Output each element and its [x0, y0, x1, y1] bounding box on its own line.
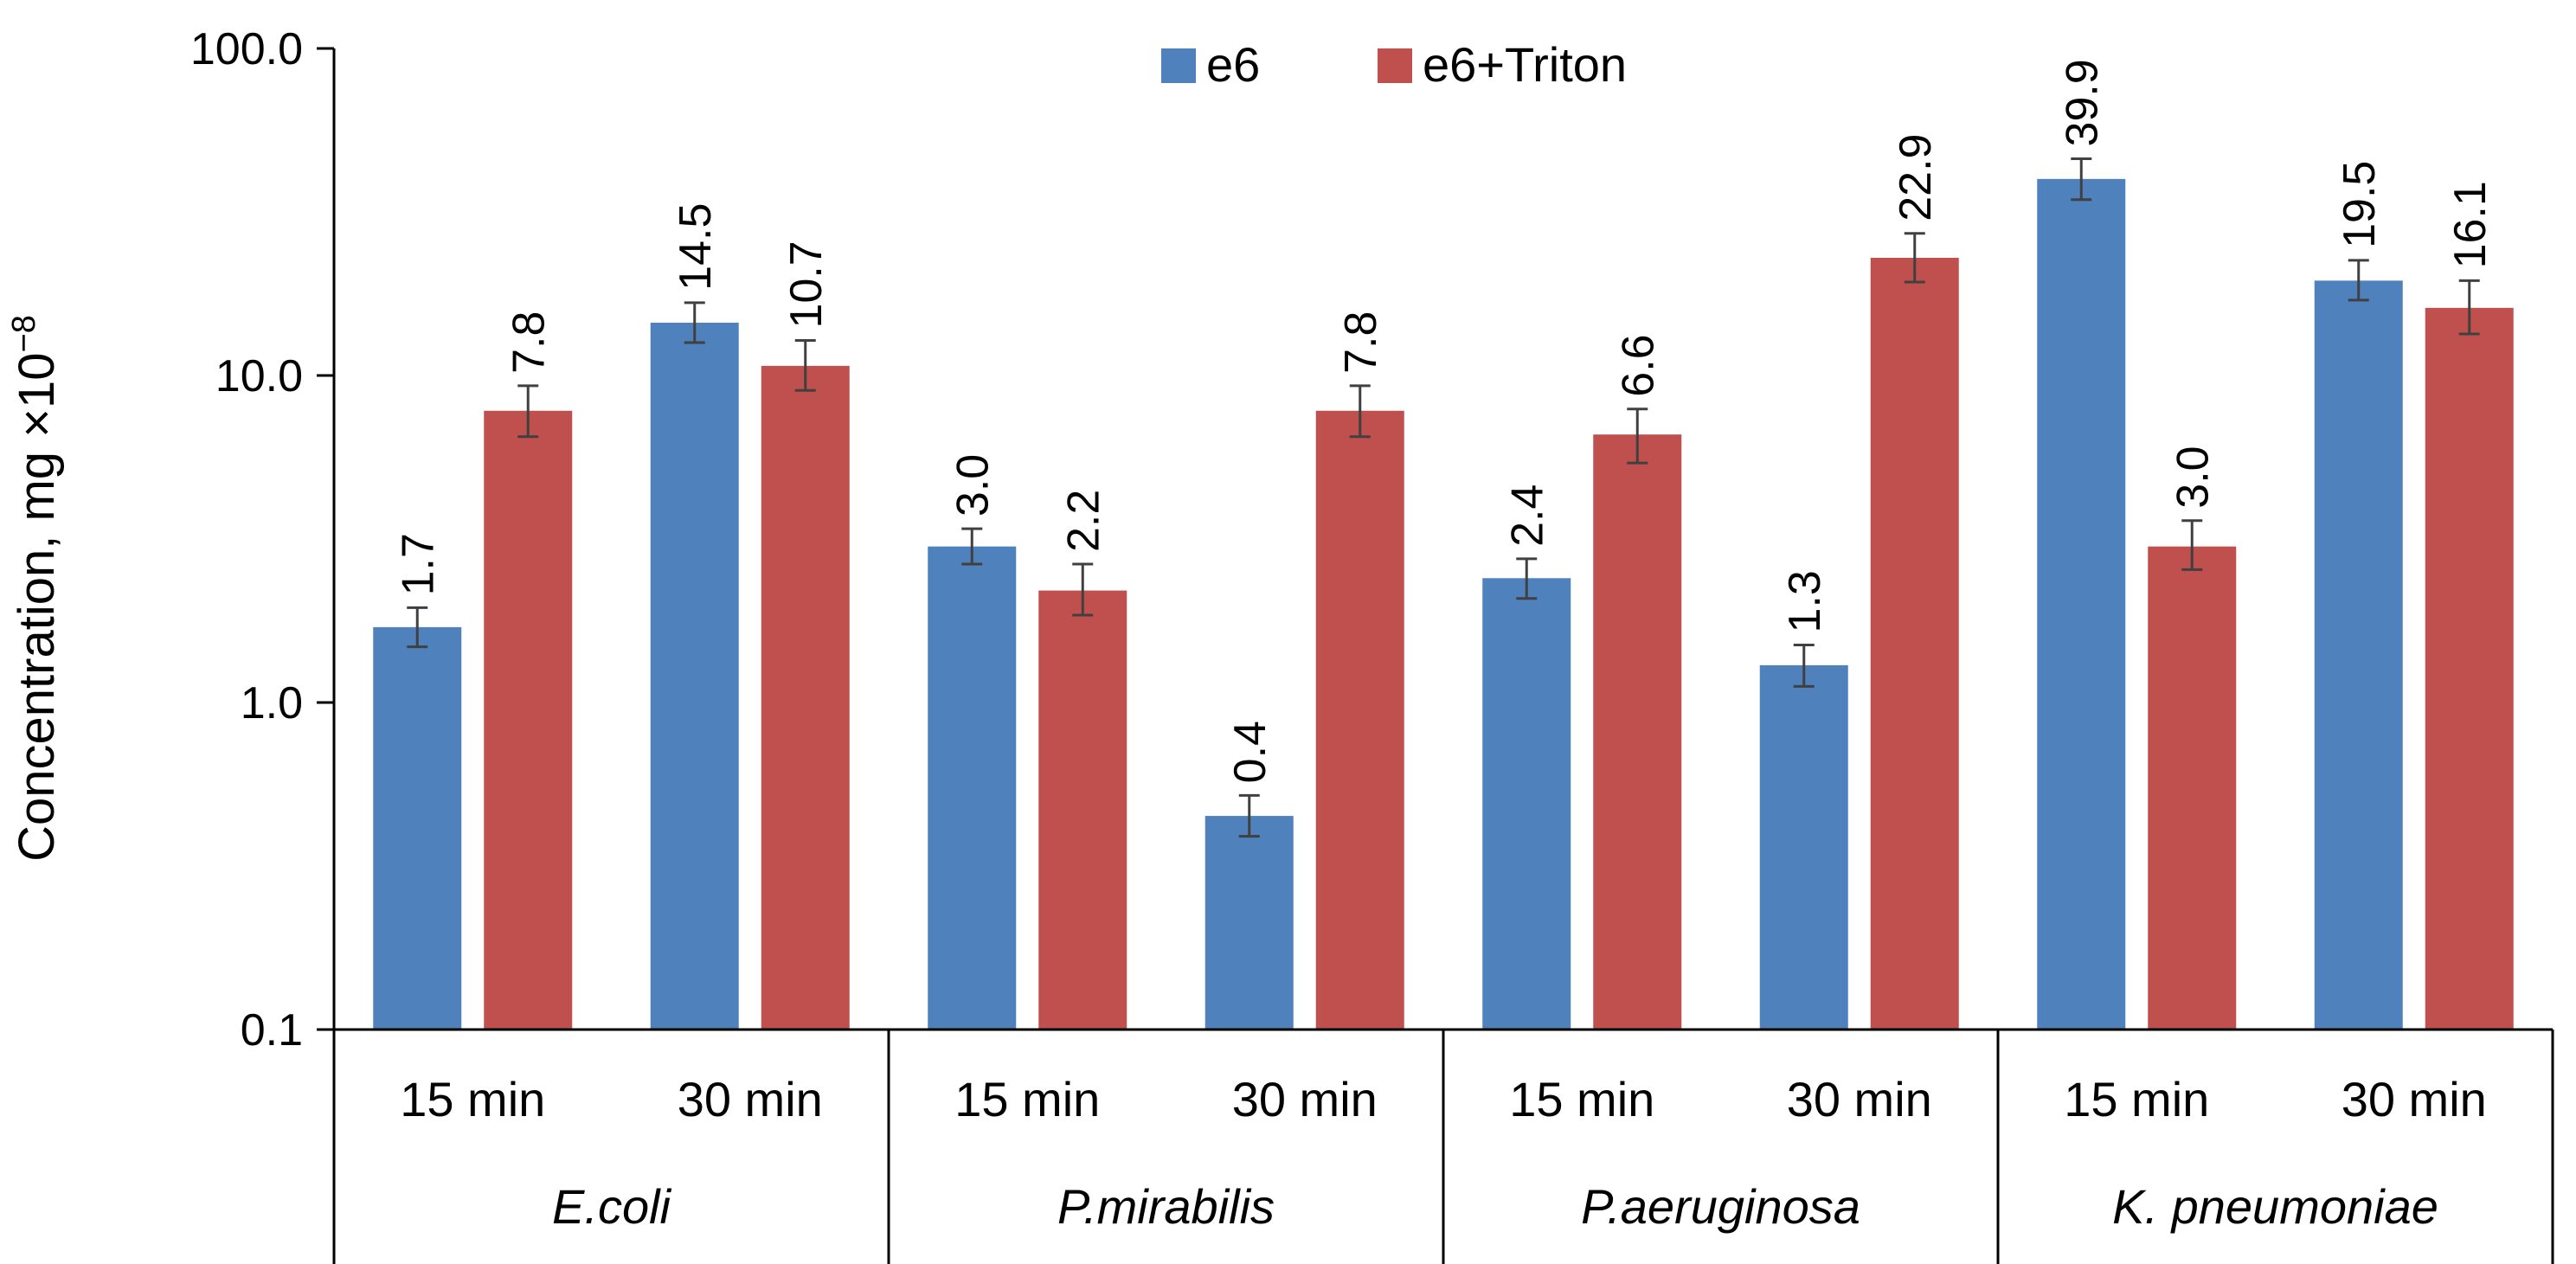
bar-e6-triton-p-aeruginosa-30-min — [1870, 257, 1959, 1030]
y-axis-title: Concentration, mg ×10−8 — [6, 315, 65, 862]
bar-e6-triton-k-pneumoniae-15-min — [2148, 546, 2237, 1030]
x-group-label: E.coli — [552, 1179, 671, 1234]
data-label-e6-triton-p-mirabilis-30-min: 7.8 — [1336, 311, 1386, 374]
axes-layer: 0.1 1.0 10.0 100.0 — [190, 24, 336, 1055]
bar-e6-k-pneumoniae-30-min — [2314, 280, 2403, 1030]
bar-e6-triton-p-mirabilis-30-min — [1315, 410, 1404, 1030]
y-tick-label: 100.0 — [190, 24, 303, 74]
bar-e6-triton-p-mirabilis-15-min — [1038, 590, 1127, 1030]
error-bars-layer — [407, 157, 2480, 838]
x-category-label: 30 min — [1787, 1072, 1932, 1126]
x-category-label: 15 min — [954, 1072, 1100, 1126]
legend-swatch-e6-triton — [1378, 48, 1412, 83]
bar-e6-p-aeruginosa-15-min — [1482, 578, 1571, 1030]
x-category-label: 15 min — [1509, 1072, 1654, 1126]
data-label-e6-p-aeruginosa-15-min: 2.4 — [1502, 484, 1552, 547]
data-label-e6-p-mirabilis-30-min: 0.4 — [1225, 721, 1275, 783]
x-category-label: 30 min — [2342, 1072, 2487, 1126]
bars-layer — [373, 178, 2514, 1030]
data-label-e6-e-coli-30-min: 14.5 — [671, 203, 721, 291]
data-label-e6-triton-p-mirabilis-15-min: 2.2 — [1058, 490, 1108, 552]
y-axis-title-exponent: −8 — [6, 315, 42, 352]
bar-e6-triton-k-pneumoniae-30-min — [2425, 307, 2514, 1030]
bar-e6-triton-e-coli-15-min — [484, 410, 573, 1030]
bar-e6-p-mirabilis-15-min — [928, 546, 1017, 1030]
data-label-e6-e-coli-15-min: 1.7 — [393, 533, 443, 595]
bar-e6-triton-p-aeruginosa-15-min — [1593, 434, 1682, 1030]
x-category-label: 30 min — [1232, 1072, 1378, 1126]
data-label-e6-triton-p-aeruginosa-15-min: 6.6 — [1613, 334, 1663, 396]
x-category-label: 15 min — [2064, 1072, 2209, 1126]
data-label-e6-p-aeruginosa-30-min: 1.3 — [1780, 570, 1830, 632]
bar-e6-triton-e-coli-30-min — [761, 365, 850, 1030]
bar-e6-p-aeruginosa-30-min — [1759, 664, 1848, 1030]
y-tick-label: 10.0 — [215, 351, 303, 401]
data-labels-layer: 1.7 7.8 14.5 10.7 3.0 2.2 0.4 7.8 2.4 6.6 1.3 22.9 3… — [393, 59, 2496, 783]
y-tick-label: 0.1 — [241, 1005, 303, 1055]
legend-label-e6: e6 — [1206, 37, 1260, 92]
data-label-e6-p-mirabilis-15-min: 3.0 — [948, 454, 998, 517]
data-label-e6-triton-k-pneumoniae-30-min: 16.1 — [2445, 181, 2496, 268]
data-label-e6-triton-e-coli-15-min: 7.8 — [504, 311, 554, 374]
bar-e6-e-coli-30-min — [650, 323, 739, 1030]
x-group-label: K. pneumoniae — [2112, 1179, 2438, 1234]
y-tick-label: 1.0 — [241, 678, 303, 728]
bar-e6-p-mirabilis-30-min — [1204, 816, 1294, 1030]
data-label-e6-k-pneumoniae-30-min: 19.5 — [2335, 161, 2385, 248]
x-category-label: 15 min — [400, 1072, 545, 1126]
legend-swatch-e6 — [1161, 48, 1196, 83]
x-category-label: 30 min — [678, 1072, 823, 1126]
x-group-label: P.aeruginosa — [1581, 1179, 1860, 1234]
data-label-e6-triton-e-coli-30-min: 10.7 — [781, 241, 832, 328]
legend: e6 e6+Triton — [1161, 37, 1627, 92]
x-group-label: P.mirabilis — [1057, 1179, 1275, 1234]
bar-e6-k-pneumoniae-15-min — [2037, 178, 2126, 1030]
bar-e6-e-coli-15-min — [373, 626, 462, 1030]
data-label-e6-triton-p-aeruginosa-30-min: 22.9 — [1891, 134, 1941, 221]
data-label-e6-k-pneumoniae-15-min: 39.9 — [2057, 59, 2107, 146]
data-label-e6-triton-k-pneumoniae-15-min: 3.0 — [2168, 446, 2218, 508]
legend-label-e6-triton: e6+Triton — [1423, 37, 1627, 92]
y-axis-title-text: Concentration, mg ×10 — [9, 352, 65, 861]
